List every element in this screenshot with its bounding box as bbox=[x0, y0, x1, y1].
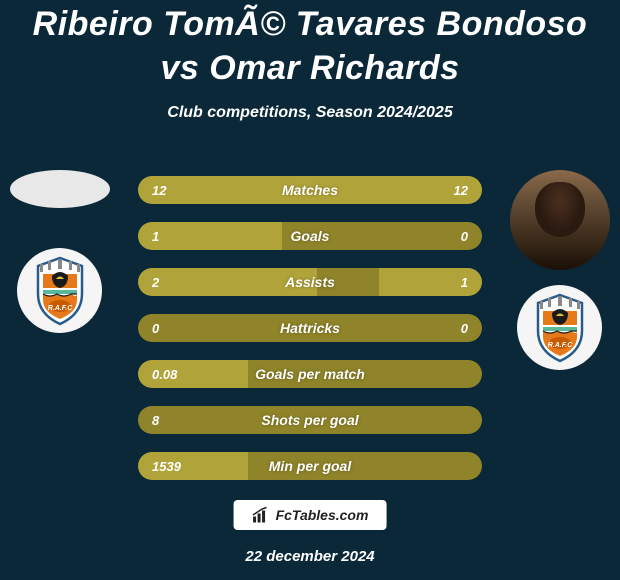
stat-label: Goals bbox=[291, 228, 330, 244]
svg-text:R.A.F.C: R.A.F.C bbox=[47, 305, 72, 312]
stat-row: 8 Shots per goal bbox=[138, 406, 482, 434]
club-crest-left: R.A.F.C bbox=[17, 248, 102, 333]
left-avatars: R.A.F.C bbox=[10, 170, 110, 333]
comparison-card: Ribeiro TomÃ© Tavares Bondoso vs Omar Ri… bbox=[0, 0, 620, 580]
shield-icon: R.A.F.C bbox=[530, 293, 590, 363]
stat-row: 2 Assists 1 bbox=[138, 268, 482, 296]
stat-row: 1 Goals 0 bbox=[138, 222, 482, 250]
player-avatar-right bbox=[510, 170, 610, 270]
chart-icon bbox=[252, 506, 270, 524]
stat-row: 0 Hattricks 0 bbox=[138, 314, 482, 342]
stats-list: 12 Matches 12 1 Goals 0 2 Assists 1 0 Hattricks 0 0.… bbox=[138, 176, 482, 498]
stat-value-left: 12 bbox=[152, 183, 166, 198]
subtitle: Club competitions, Season 2024/2025 bbox=[0, 104, 620, 122]
page-title: Ribeiro TomÃ© Tavares Bondoso vs Omar Ri… bbox=[0, 2, 620, 90]
stat-label: Matches bbox=[282, 182, 338, 198]
site-badge[interactable]: FcTables.com bbox=[234, 500, 387, 530]
stat-label: Hattricks bbox=[280, 320, 340, 336]
stat-value-right: 1 bbox=[461, 275, 468, 290]
stat-value-left: 8 bbox=[152, 413, 159, 428]
right-avatars: R.A.F.C bbox=[510, 170, 610, 370]
stat-value-right: 0 bbox=[461, 321, 468, 336]
stat-row: 1539 Min per goal bbox=[138, 452, 482, 480]
stat-value-left: 1 bbox=[152, 229, 159, 244]
stat-row: 0.08 Goals per match bbox=[138, 360, 482, 388]
stat-value-right: 12 bbox=[454, 183, 468, 198]
site-name: FcTables.com bbox=[276, 507, 369, 523]
stat-fill-left bbox=[138, 222, 282, 250]
stat-row: 12 Matches 12 bbox=[138, 176, 482, 204]
stat-label: Assists bbox=[285, 274, 335, 290]
player-avatar-left bbox=[10, 170, 110, 208]
stat-value-left: 0.08 bbox=[152, 367, 177, 382]
svg-text:R.A.F.C: R.A.F.C bbox=[547, 342, 572, 349]
stat-value-left: 0 bbox=[152, 321, 159, 336]
stat-label: Min per goal bbox=[269, 458, 351, 474]
stat-label: Goals per match bbox=[255, 366, 365, 382]
footer-date: 22 december 2024 bbox=[245, 548, 374, 565]
shield-icon: R.A.F.C bbox=[30, 256, 90, 326]
club-crest-right: R.A.F.C bbox=[517, 285, 602, 370]
stat-value-right: 0 bbox=[461, 229, 468, 244]
stat-label: Shots per goal bbox=[261, 412, 358, 428]
stat-value-left: 1539 bbox=[152, 459, 181, 474]
stat-value-left: 2 bbox=[152, 275, 159, 290]
